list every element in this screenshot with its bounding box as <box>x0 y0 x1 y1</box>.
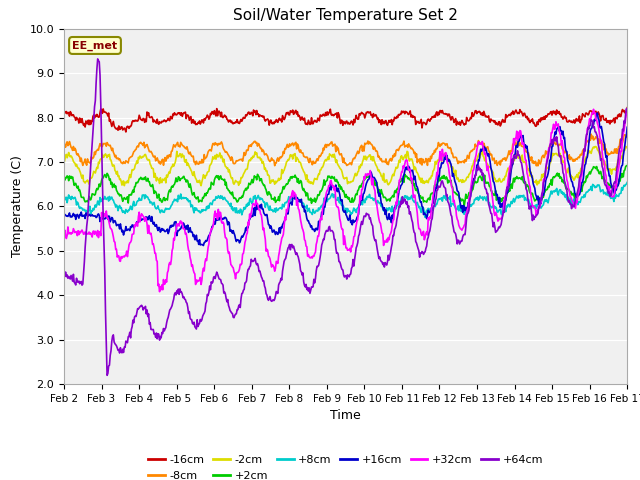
+8cm <box>60 193 68 199</box>
-8cm <box>431 147 438 153</box>
+64cm <box>103 372 111 378</box>
Line: +2cm: +2cm <box>64 166 627 205</box>
+8cm <box>421 215 429 220</box>
+16cm <box>593 110 601 116</box>
+64cm <box>217 277 225 283</box>
+32cm <box>589 107 597 112</box>
Text: EE_met: EE_met <box>72 40 118 50</box>
Line: +64cm: +64cm <box>64 59 627 375</box>
+2cm <box>215 177 223 182</box>
-16cm <box>129 118 137 123</box>
Line: +16cm: +16cm <box>64 113 627 246</box>
+8cm <box>414 202 422 208</box>
+64cm <box>70 279 78 285</box>
+32cm <box>623 111 631 117</box>
+16cm <box>128 222 136 228</box>
+64cm <box>432 196 440 202</box>
-8cm <box>215 141 223 146</box>
-2cm <box>623 144 631 150</box>
+16cm <box>431 187 439 192</box>
+32cm <box>60 231 68 237</box>
-2cm <box>431 158 439 164</box>
+64cm <box>94 56 102 62</box>
+2cm <box>128 189 136 195</box>
-16cm <box>122 129 130 135</box>
+2cm <box>414 190 422 196</box>
-16cm <box>431 114 439 120</box>
+32cm <box>216 209 224 215</box>
-2cm <box>129 168 137 173</box>
-8cm <box>128 153 136 159</box>
-2cm <box>622 144 630 149</box>
Title: Soil/Water Temperature Set 2: Soil/Water Temperature Set 2 <box>233 9 458 24</box>
+2cm <box>186 184 193 190</box>
+2cm <box>431 183 438 189</box>
Legend: -16cm, -8cm, -2cm, +2cm, +8cm, +16cm, +32cm, +64cm: -16cm, -8cm, -2cm, +2cm, +8cm, +16cm, +3… <box>144 451 547 480</box>
Line: -16cm: -16cm <box>64 108 627 132</box>
+16cm <box>186 228 193 234</box>
-8cm <box>70 147 78 153</box>
-16cm <box>70 114 78 120</box>
+64cm <box>187 317 195 323</box>
-8cm <box>534 163 541 168</box>
+8cm <box>70 195 78 201</box>
-8cm <box>414 156 422 162</box>
-2cm <box>60 160 68 166</box>
+16cm <box>623 124 631 130</box>
+16cm <box>60 211 68 217</box>
-16cm <box>216 110 224 116</box>
+16cm <box>70 213 78 219</box>
+32cm <box>186 255 194 261</box>
Y-axis label: Temperature (C): Temperature (C) <box>11 156 24 257</box>
+8cm <box>623 180 631 185</box>
+64cm <box>623 108 631 113</box>
-8cm <box>186 151 193 157</box>
+16cm <box>415 192 422 198</box>
X-axis label: Time: Time <box>330 409 361 422</box>
+2cm <box>70 182 78 188</box>
-16cm <box>60 107 68 112</box>
-8cm <box>588 132 595 137</box>
Line: -8cm: -8cm <box>64 134 627 166</box>
-2cm <box>186 165 194 171</box>
Line: +32cm: +32cm <box>64 109 627 292</box>
+32cm <box>70 228 78 233</box>
+64cm <box>416 254 424 260</box>
+32cm <box>128 231 136 237</box>
+8cm <box>215 194 223 200</box>
-16cm <box>415 120 422 126</box>
+2cm <box>60 176 68 181</box>
+32cm <box>431 179 439 184</box>
-8cm <box>623 132 631 138</box>
+8cm <box>186 198 193 204</box>
+32cm <box>415 226 422 231</box>
-2cm <box>216 150 224 156</box>
+32cm <box>156 289 163 295</box>
+16cm <box>216 210 224 216</box>
Line: -2cm: -2cm <box>64 146 627 186</box>
+2cm <box>623 163 631 168</box>
+64cm <box>130 320 138 325</box>
+64cm <box>60 273 68 278</box>
-2cm <box>70 160 78 166</box>
-16cm <box>186 116 194 121</box>
-2cm <box>415 174 422 180</box>
+2cm <box>460 203 468 208</box>
+8cm <box>431 204 439 209</box>
-8cm <box>60 145 68 151</box>
-16cm <box>623 105 631 110</box>
Line: +8cm: +8cm <box>64 182 627 217</box>
+8cm <box>128 207 136 213</box>
-2cm <box>120 183 128 189</box>
+16cm <box>200 243 207 249</box>
